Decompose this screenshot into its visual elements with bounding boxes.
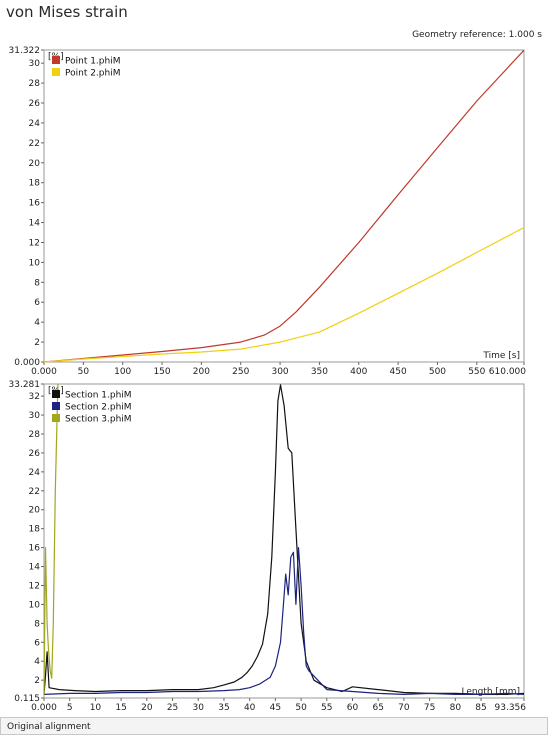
x-tick-label: 500 (429, 367, 446, 377)
y-tick-label: 2 (34, 676, 40, 686)
y-tick-label: 0.115 (14, 694, 40, 704)
x-tick-label: 0.000 (31, 703, 57, 713)
series-line-2 (43, 226, 525, 363)
x-tick-label: 450 (390, 367, 407, 377)
y-tick-label: 18 (29, 525, 41, 535)
y-tick-label: 6 (34, 638, 40, 648)
x-tick-label: 100 (114, 367, 131, 377)
legend-swatch (52, 390, 60, 398)
legend-label: Point 2.phiM (65, 69, 120, 79)
x-tick-label: 0.000 (31, 367, 57, 377)
y-tick-label: 10 (29, 258, 41, 268)
x-tick-label: 200 (193, 367, 210, 377)
x-tick-label: 25 (167, 703, 178, 713)
x-tick-label: 65 (372, 703, 383, 713)
y-tick-label: 2 (34, 338, 40, 348)
y-tick-label: 33.281 (9, 380, 41, 390)
x-tick-label: 400 (350, 367, 367, 377)
time-chart[interactable]: 0.0002468101214161820222426283031.3220.0… (0, 42, 550, 382)
length-chart[interactable]: 0.115246810121416182022242628303233.2810… (0, 380, 550, 720)
series-line-1 (43, 49, 525, 363)
x-tick-label: 75 (424, 703, 435, 713)
x-tick-label: 250 (232, 367, 249, 377)
plot-area (43, 49, 525, 363)
geometry-reference: Geometry reference: 1.000 s (412, 30, 542, 40)
x-tick-label: 80 (450, 703, 462, 713)
x-tick-label: 10 (90, 703, 102, 713)
legend-label: Section 3.phiM (65, 415, 132, 425)
legend-label: Point 1.phiM (65, 57, 120, 67)
y-tick-label: 30 (29, 59, 41, 69)
x-tick-label: 40 (244, 703, 256, 713)
y-tick-label: 14 (29, 563, 41, 573)
y-tick-label: 16 (29, 544, 41, 554)
x-tick-label: 30 (193, 703, 205, 713)
x-tick-label: 35 (218, 703, 229, 713)
legend-label: Section 2.phiM (65, 403, 132, 413)
y-tick-label: 26 (29, 449, 41, 459)
y-tick-label: 12 (29, 238, 40, 248)
y-tick-label: 32 (29, 392, 40, 402)
series-line-3 (43, 383, 59, 696)
x-tick-label: 70 (398, 703, 410, 713)
legend-swatch (52, 414, 60, 422)
y-tick-label: 6 (34, 298, 40, 308)
y-tick-label: 31.322 (9, 46, 41, 56)
y-tick-label: 28 (29, 79, 41, 89)
y-tick-label: 16 (29, 199, 41, 209)
y-tick-label: 10 (29, 600, 41, 610)
x-tick-label: 20 (141, 703, 153, 713)
y-tick-label: 22 (29, 487, 40, 497)
x-tick-label: 300 (271, 367, 288, 377)
y-tick-label: 26 (29, 99, 41, 109)
x-tick-label: 15 (115, 703, 126, 713)
x-tick-label: 93.356 (495, 703, 527, 713)
page-title: von Mises strain (6, 3, 128, 21)
y-tick-label: 8 (34, 619, 40, 629)
x-tick-label: 610.000 (489, 367, 526, 377)
status-bar: Original alignment (0, 717, 548, 735)
x-tick-label: 50 (295, 703, 307, 713)
y-tick-label: 14 (29, 219, 41, 229)
y-tick-label: 4 (34, 657, 40, 667)
x-tick-label: 150 (153, 367, 170, 377)
y-tick-label: 28 (29, 430, 41, 440)
legend-swatch (52, 56, 60, 64)
legend-label: Section 1.phiM (65, 391, 132, 401)
y-tick-label: 4 (34, 318, 40, 328)
plot-area (43, 383, 525, 699)
x-tick-label: 45 (270, 703, 281, 713)
y-tick-label: 30 (29, 411, 41, 421)
y-tick-label: 0.000 (14, 358, 40, 368)
x-tick-label: 5 (67, 703, 73, 713)
x-tick-label: 85 (475, 703, 486, 713)
y-tick-label: 22 (29, 139, 40, 149)
x-tick-label: 50 (78, 367, 90, 377)
y-tick-label: 8 (34, 278, 40, 288)
x-axis-label: Length [mm] (462, 687, 520, 697)
x-tick-label: 350 (311, 367, 328, 377)
legend-swatch (52, 68, 60, 76)
series-line-2 (43, 547, 525, 695)
y-tick-label: 20 (29, 506, 41, 516)
x-tick-label: 60 (347, 703, 359, 713)
y-tick-label: 24 (29, 119, 41, 129)
legend-swatch (52, 402, 60, 410)
y-tick-label: 24 (29, 468, 41, 478)
y-tick-label: 18 (29, 179, 41, 189)
y-tick-label: 20 (29, 159, 41, 169)
x-tick-label: 550 (468, 367, 485, 377)
series-line-1 (43, 384, 525, 695)
x-axis-label: Time [s] (482, 351, 520, 361)
x-tick-label: 55 (321, 703, 332, 713)
y-tick-label: 12 (29, 581, 40, 591)
